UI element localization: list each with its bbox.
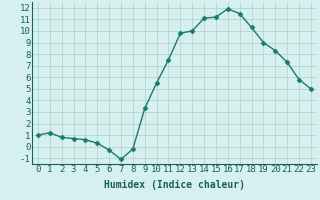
X-axis label: Humidex (Indice chaleur): Humidex (Indice chaleur) — [104, 180, 245, 190]
